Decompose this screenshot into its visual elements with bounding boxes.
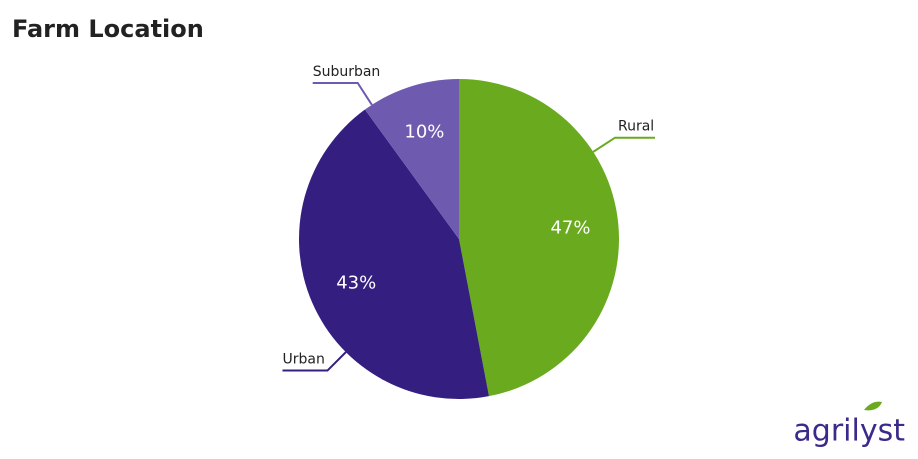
logo: agrilyst: [793, 414, 905, 449]
leader-line: [282, 351, 347, 372]
chart-title: Farm Location: [12, 15, 204, 43]
data-label: 43%: [336, 272, 376, 293]
category-label: Urban: [282, 352, 324, 368]
pie-slice: [299, 109, 489, 399]
leader-line: [312, 82, 373, 106]
category-label: Suburban: [313, 64, 381, 80]
data-label: 10%: [404, 121, 444, 142]
data-label: 47%: [550, 217, 590, 238]
logo-leaf: [864, 401, 882, 411]
category-label: Rural: [618, 119, 654, 135]
pie-slice: [364, 79, 459, 239]
leader-line: [592, 136, 655, 153]
pie-slice: [459, 79, 619, 397]
